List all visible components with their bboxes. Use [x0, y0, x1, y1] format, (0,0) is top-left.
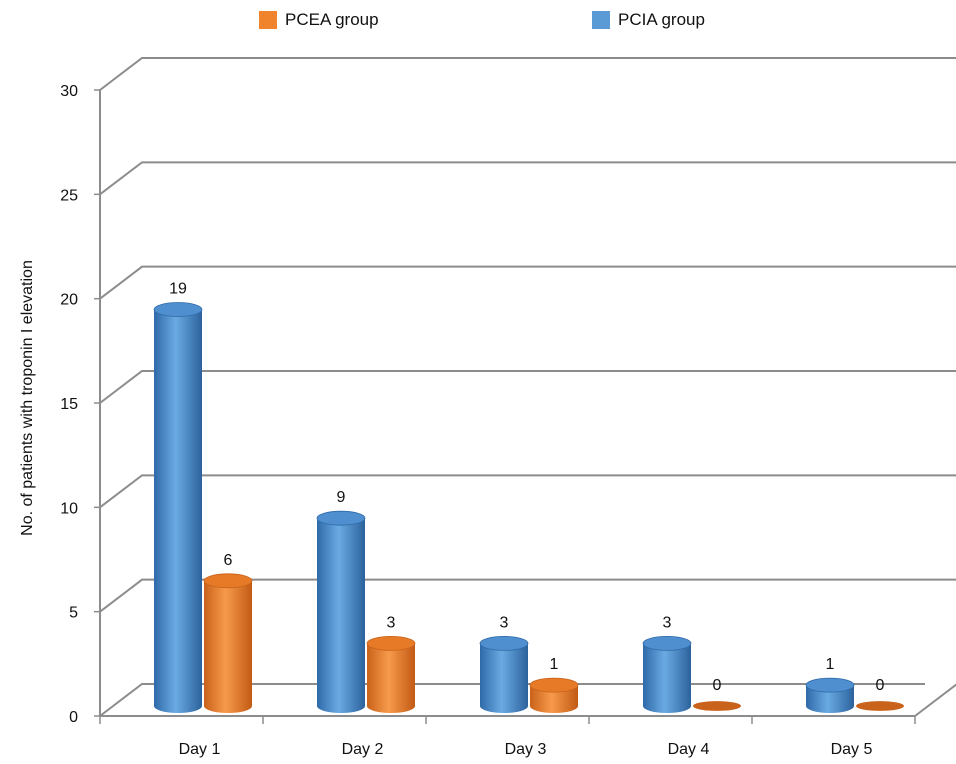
bar-pcea-day-3 — [529, 677, 579, 713]
x-tick-label: Day 1 — [179, 741, 221, 758]
gridline-15 — [99, 370, 956, 404]
x-tick-label: Day 3 — [505, 741, 547, 758]
y-tick-label: 30 — [60, 83, 78, 100]
data-label-pcea: 0 — [713, 677, 722, 694]
bar-pcea-day-2 — [366, 636, 416, 713]
y-tick-label: 25 — [60, 187, 78, 204]
gridline-10 — [99, 474, 956, 509]
gridline-20 — [99, 265, 956, 300]
y-tick-label: 20 — [60, 292, 78, 309]
x-tick-label: Day 2 — [342, 741, 384, 758]
data-label-pcia: 19 — [169, 281, 187, 298]
data-label-pcia: 3 — [663, 614, 672, 631]
bar-pcea-day-4 — [693, 701, 741, 711]
data-label-pcia: 3 — [500, 614, 509, 631]
bar-pcea-day-5 — [856, 701, 904, 711]
bar-pcia-day-4 — [642, 636, 692, 713]
x-tick-label: Day 4 — [668, 741, 710, 758]
data-label-pcia: 1 — [826, 656, 835, 673]
data-label-pcea: 1 — [550, 656, 559, 673]
legend-swatch-pcea — [259, 11, 277, 29]
data-label-pcia: 9 — [337, 489, 346, 506]
bar-pcia-day-1 — [153, 302, 203, 713]
bar-pcia-day-3 — [479, 636, 529, 713]
gridline-30 — [99, 57, 956, 91]
legend-pcea: PCEA group — [259, 10, 379, 30]
y-tick-label: 0 — [69, 709, 78, 726]
y-tick-label: 15 — [60, 396, 78, 413]
floor-right-edge — [914, 683, 956, 717]
x-tick-label: Day 5 — [831, 741, 873, 758]
data-label-pcea: 6 — [224, 552, 233, 569]
y-tick-label: 10 — [60, 500, 78, 517]
legend-label-pcia: PCIA group — [618, 10, 705, 29]
gridline-5 — [99, 578, 956, 613]
legend-pcia: PCIA group — [592, 10, 705, 30]
bar-pcia-day-5 — [805, 677, 855, 713]
gridline-25 — [99, 161, 956, 196]
legend-label-pcea: PCEA group — [285, 10, 379, 29]
legend-swatch-pcia — [592, 11, 610, 29]
bar-pcia-day-2 — [316, 510, 366, 713]
y-tick-label: 5 — [69, 605, 78, 622]
data-label-pcea: 0 — [876, 677, 885, 694]
bar-pcea-day-1 — [203, 573, 253, 713]
data-label-pcea: 3 — [387, 614, 396, 631]
